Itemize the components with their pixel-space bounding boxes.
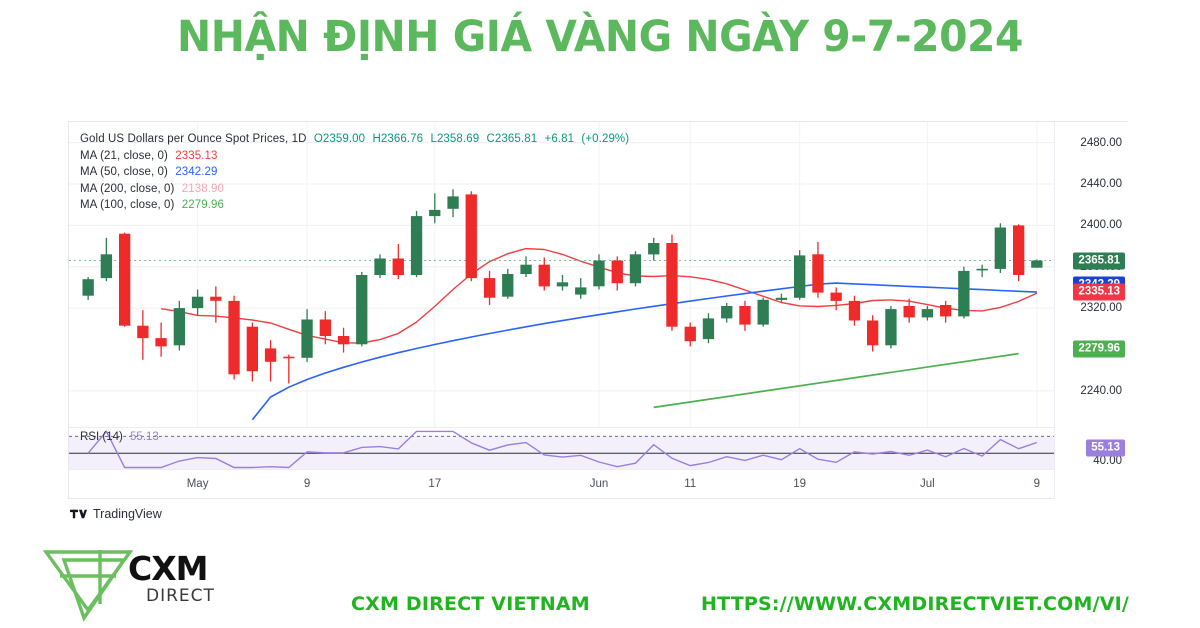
tradingview-label: TradingView (93, 507, 162, 521)
price-axis-label: 2320.00 (1080, 302, 1122, 315)
cxm-logo-mark-icon (42, 550, 134, 622)
price-badge[interactable]: 2365.81 (1073, 252, 1125, 270)
candlestick-svg (69, 122, 1054, 427)
time-axis-label: 11 (684, 478, 697, 490)
price-badge[interactable]: 2335.13 (1073, 283, 1125, 301)
price-badge[interactable]: 2279.96 (1073, 340, 1125, 358)
time-axis-label: May (186, 478, 209, 490)
price-axis-label: 2400.00 (1080, 219, 1122, 232)
time-axis[interactable]: May 9 17 Jun 11 19 Jul 9 (69, 469, 1054, 500)
footer-website-url[interactable]: HTTPS://WWW.CXMDIRECTVIET.COM/VI/ (701, 593, 1130, 615)
price-axis-label: 2240.00 (1080, 384, 1122, 397)
rsi-name: RSI (14) (80, 431, 123, 443)
footer-brand-name: CXM DIRECT VIETNAM (351, 593, 590, 615)
rsi-svg (69, 430, 1054, 470)
tradingview-attribution[interactable]: TradingView (70, 507, 162, 521)
cxm-logo-text: CXM (128, 549, 208, 588)
price-axis-label: 2440.00 (1080, 178, 1122, 191)
rsi-value-badge[interactable]: 55.13 (1086, 439, 1125, 457)
page-title: NHẬN ĐỊNH GIÁ VÀNG NGÀY 9-7-2024 (177, 12, 1023, 62)
time-axis-label: 9 (1033, 478, 1041, 490)
rsi-legend: RSI (14) 55.13 (80, 431, 159, 443)
price-axis[interactable]: 2480.002440.002400.002360.002320.002240.… (1054, 122, 1128, 499)
tradingview-logo-icon (70, 509, 87, 519)
rsi-lower-label: 40.00 (1093, 454, 1122, 467)
rsi-indicator-pane[interactable]: RSI (14) 55.13 (69, 427, 1054, 470)
price-chart-plot[interactable] (69, 122, 1054, 427)
tradingview-chart-card[interactable]: Gold US Dollars per Ounce Spot Prices, 1… (68, 121, 1128, 499)
time-axis-label: 17 (428, 478, 442, 490)
time-axis-label: Jul (920, 478, 935, 490)
price-axis-label: 2480.00 (1080, 136, 1122, 149)
rsi-value: 55.13 (130, 431, 159, 443)
cxm-logo-subtext: DIRECT (146, 586, 215, 606)
time-axis-label: Jun (589, 478, 609, 490)
time-axis-label: 9 (303, 478, 311, 490)
time-axis-label: 19 (793, 478, 807, 490)
